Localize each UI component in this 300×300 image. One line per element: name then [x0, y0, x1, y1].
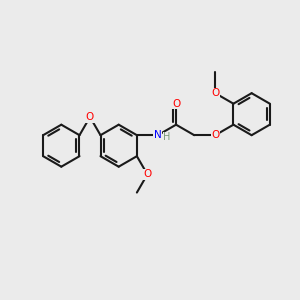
Text: O: O	[86, 112, 94, 122]
Text: O: O	[211, 130, 219, 140]
Text: O: O	[172, 99, 180, 109]
Text: H: H	[164, 132, 171, 142]
Text: O: O	[143, 169, 152, 179]
Text: N: N	[154, 130, 162, 140]
Text: O: O	[211, 88, 219, 98]
